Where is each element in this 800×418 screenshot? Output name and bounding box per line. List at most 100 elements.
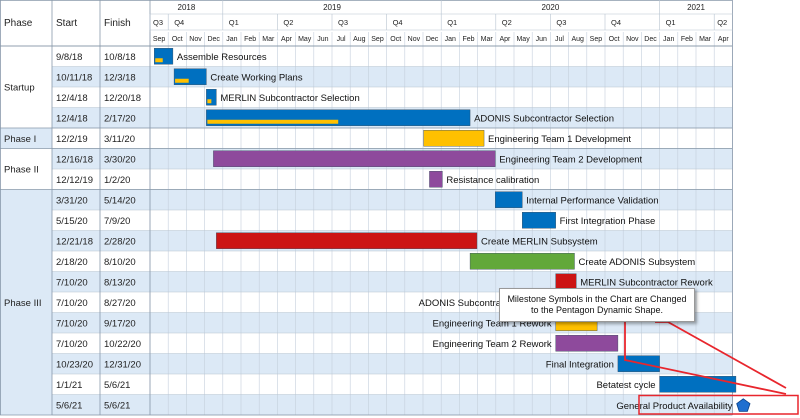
month-label: Jan [226,36,237,43]
month-label: Sep [590,36,603,43]
row-background [52,210,733,231]
task-progress-bar [207,119,339,124]
row-background [52,353,733,374]
task-progress-bar [175,78,189,83]
month-label: Jun [317,36,328,43]
task-finish-date: 8/27/20 [104,298,136,309]
task-finish-date: 8/10/20 [104,257,136,268]
month-label: Feb [244,36,256,43]
task-name-label: Engineering Team 1 Development [488,134,631,145]
month-label: Nov [189,36,202,43]
task-bar [213,150,496,167]
task-name-label: MERLIN Subcontractor Selection [220,93,359,104]
quarter-label: Q1 [229,18,239,27]
task-finish-date: 2/28/20 [104,236,136,247]
task-finish-date: 12/3/18 [104,72,136,83]
row-background [52,87,733,108]
month-label: May [516,36,530,43]
row-background [52,394,733,415]
phase-column-header: Phase [4,18,33,29]
task-bar [522,212,556,229]
task-name-label: Resistance calibration [446,175,539,186]
task-start-date: 7/10/20 [56,339,88,350]
task-start-date: 5/6/21 [56,400,82,411]
task-start-date: 5/15/20 [56,216,88,227]
quarter-label: Q2 [717,18,727,27]
quarter-label: Q2 [502,18,512,27]
task-bar [429,171,443,188]
task-name-label: Assemble Resources [177,52,267,63]
task-name-label: MERLIN Subcontractor Rework [580,277,713,288]
year-label: 2019 [323,3,341,12]
row-background [52,128,733,149]
task-name-label: Create MERLIN Subsystem [481,236,598,247]
task-start-date: 9/8/18 [56,52,82,63]
task-name-label: ADONIS Subcontractor Selection [474,113,614,124]
finish-column-header: Finish [104,18,131,29]
month-label: Dec [426,36,439,43]
task-start-date: 12/12/19 [56,175,93,186]
task-bar [206,89,217,106]
phase-label: Startup [4,83,35,94]
start-column-header: Start [56,18,77,29]
task-name-label: Create Working Plans [210,72,302,83]
month-label: Sep [371,36,384,43]
row-background [52,189,733,210]
task-start-date: 12/2/19 [56,134,88,145]
row-background [52,333,733,354]
quarter-label: Q4 [611,18,621,27]
task-start-date: 7/10/20 [56,318,88,329]
task-bar [216,232,478,249]
task-name-label: Engineering Team 1 Rework [433,318,552,329]
quarter-label: Q1 [447,18,457,27]
milestone-pentagon-marker [736,398,751,412]
task-name-label: Internal Performance Validation [526,195,658,206]
phase-label: Phase I [4,134,36,145]
task-name-label: General Product Availability [616,401,732,412]
month-label: Jul [337,36,346,43]
task-bar [423,130,485,147]
year-label: 2020 [542,3,560,12]
task-name-label: Create ADONIS Subsystem [578,257,695,268]
task-bar [469,253,575,270]
task-start-date: 7/10/20 [56,298,88,309]
month-label: Apr [499,36,511,43]
task-name-label: Betatest cycle [596,380,655,391]
phase-cell-background [0,128,52,149]
task-start-date: 1/1/21 [56,380,82,391]
month-label: Aug [353,36,366,43]
task-finish-date: 8/13/20 [104,277,136,288]
task-name-label: Final Integration [546,359,614,370]
task-bar [495,191,523,208]
month-label: Sep [153,36,166,43]
task-finish-date: 10/22/20 [104,339,141,350]
row-background [52,374,733,395]
month-label: Apr [718,36,730,43]
task-finish-date: 5/6/21 [104,400,130,411]
month-label: Nov [626,36,639,43]
task-finish-date: 7/9/20 [104,216,130,227]
task-finish-date: 12/31/20 [104,359,141,370]
phase-label: Phase III [4,298,42,309]
task-name-label: First Integration Phase [560,216,656,227]
month-label: May [298,36,312,43]
quarter-label: Q3 [153,18,163,27]
quarter-label: Q4 [174,18,184,27]
year-label: 2021 [687,3,705,12]
callout-highlight-box [638,394,799,415]
phase-cell-background [0,46,52,128]
quarter-label: Q2 [283,18,293,27]
task-bar [555,335,619,352]
quarter-label: Q3 [556,18,566,27]
month-label: Jan [663,36,674,43]
task-start-date: 12/4/18 [56,93,88,104]
quarter-label: Q1 [666,18,676,27]
month-label: Apr [281,36,293,43]
task-finish-date: 12/20/18 [104,93,141,104]
month-label: Feb [462,36,474,43]
task-finish-date: 10/8/18 [104,52,136,63]
task-start-date: 12/4/18 [56,113,88,124]
month-label: Oct [390,36,401,43]
month-label: Mar [481,36,494,43]
task-name-label: ADONIS Subcontractor Rework [419,298,552,309]
